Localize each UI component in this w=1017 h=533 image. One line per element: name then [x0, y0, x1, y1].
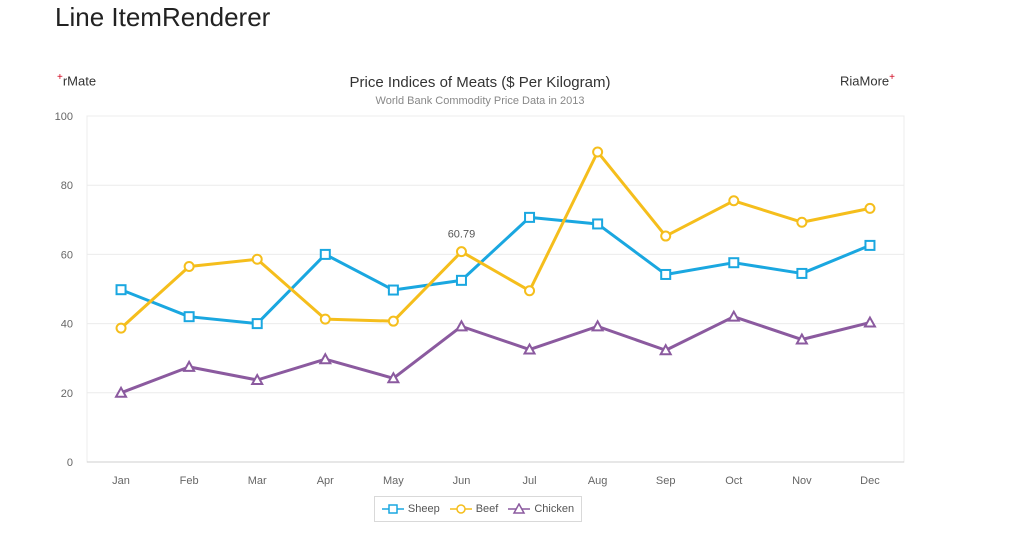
- series-line-chicken: [120, 315, 871, 395]
- y-tick-label: 0: [67, 457, 73, 469]
- data-point-sheep: [796, 267, 808, 279]
- y-tick-label: 100: [55, 111, 73, 123]
- chart-title: Price Indices of Meats ($ Per Kilogram): [349, 74, 611, 91]
- page-title: Line ItemRenderer: [55, 2, 271, 32]
- data-point-beef: [592, 146, 604, 158]
- data-point-sheep: [524, 211, 536, 223]
- data-point-beef: [524, 285, 536, 297]
- brand-left-label: rMate: [62, 73, 97, 89]
- x-tick-label: Feb: [180, 475, 199, 487]
- chart-legend: Sheep Beef Chicken: [374, 496, 582, 522]
- data-point-beef: [183, 261, 195, 273]
- data-point-beef: [728, 195, 740, 207]
- data-point-chicken: [727, 309, 741, 322]
- legend-square-icon: [381, 504, 404, 514]
- data-point-sheep: [387, 284, 399, 296]
- legend-label: Beef: [475, 503, 499, 515]
- data-point-sheep: [251, 318, 263, 330]
- y-tick-label: 40: [61, 319, 73, 331]
- data-point-sheep: [183, 311, 195, 323]
- data-point-chicken: [386, 371, 401, 384]
- y-tick-label: 60: [61, 249, 73, 261]
- legend-circle-icon: [449, 504, 472, 514]
- brand-logo-left: +rMate: [57, 72, 96, 88]
- data-point-sheep: [660, 268, 672, 280]
- data-point-sheep: [864, 239, 876, 251]
- x-tick-label: May: [383, 475, 404, 487]
- x-tick-label: Aug: [588, 475, 608, 487]
- legend-item-beef[interactable]: Beef: [449, 503, 499, 515]
- x-tick-label: Jul: [523, 475, 537, 487]
- x-tick-label: Nov: [792, 475, 812, 487]
- data-point-beef: [251, 253, 263, 265]
- data-point-beef: [660, 230, 672, 242]
- data-point-chicken: [318, 352, 332, 365]
- plus-icon: +: [57, 72, 63, 83]
- data-point-chicken: [114, 385, 128, 398]
- data-label: 60.79: [448, 229, 476, 241]
- data-point-sheep: [115, 284, 127, 296]
- series-line-beef: [120, 150, 871, 330]
- y-tick-label: 80: [61, 180, 73, 192]
- data-point-chicken: [863, 315, 877, 328]
- y-tick-label: 20: [61, 388, 73, 400]
- legend-label: Chicken: [534, 503, 575, 515]
- data-point-chicken: [182, 359, 196, 372]
- series-line-sheep: [120, 215, 871, 326]
- data-point-sheep: [455, 274, 467, 286]
- data-point-chicken: [659, 343, 673, 356]
- data-point-beef: [455, 246, 467, 258]
- data-point-beef: [796, 216, 808, 228]
- plot-area: [86, 115, 905, 463]
- x-tick-label: Apr: [317, 475, 334, 487]
- data-point-chicken: [795, 332, 809, 345]
- x-tick-label: Sep: [656, 475, 676, 487]
- legend-label: Sheep: [407, 503, 440, 515]
- data-point-sheep: [592, 218, 604, 230]
- brand-logo-right: RiaMore+: [840, 72, 895, 88]
- legend-item-sheep[interactable]: Sheep: [381, 503, 440, 515]
- x-tick-label: Dec: [860, 475, 880, 487]
- brand-right-label: RiaMore: [840, 73, 890, 89]
- data-point-beef: [115, 322, 127, 334]
- x-tick-label: Jun: [453, 475, 471, 487]
- x-tick-label: Oct: [725, 475, 742, 487]
- x-tick-label: Jan: [112, 475, 130, 487]
- data-point-chicken: [590, 319, 605, 332]
- chart-subtitle: World Bank Commodity Price Data in 2013: [375, 95, 585, 107]
- plus-icon: +: [889, 72, 895, 83]
- data-point-sheep: [319, 248, 331, 260]
- legend-item-chicken[interactable]: Chicken: [508, 503, 574, 515]
- data-point-sheep: [728, 257, 740, 269]
- data-point-beef: [319, 313, 331, 325]
- data-point-beef: [864, 202, 876, 214]
- data-point-chicken: [250, 372, 264, 385]
- data-point-chicken: [454, 319, 469, 332]
- data-point-beef: [387, 315, 399, 327]
- x-tick-label: Mar: [248, 475, 267, 487]
- legend-triangle-icon: [508, 503, 531, 514]
- data-point-chicken: [522, 342, 537, 355]
